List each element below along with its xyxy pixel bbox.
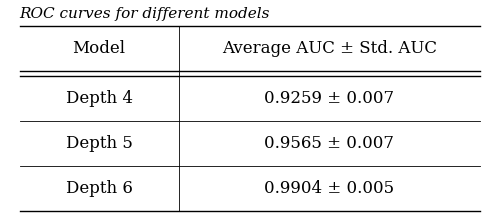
Text: Average AUC ± Std. AUC: Average AUC ± Std. AUC bbox=[222, 40, 437, 57]
Text: Depth 5: Depth 5 bbox=[66, 135, 132, 152]
Text: Model: Model bbox=[73, 40, 125, 57]
Text: 0.9259 ± 0.007: 0.9259 ± 0.007 bbox=[264, 90, 394, 107]
Text: Depth 4: Depth 4 bbox=[66, 90, 133, 107]
Text: 0.9565 ± 0.007: 0.9565 ± 0.007 bbox=[264, 135, 394, 152]
Text: ROC curves for different models: ROC curves for different models bbox=[20, 7, 270, 21]
Text: 0.9904 ± 0.005: 0.9904 ± 0.005 bbox=[264, 180, 394, 197]
Text: Depth 6: Depth 6 bbox=[66, 180, 132, 197]
